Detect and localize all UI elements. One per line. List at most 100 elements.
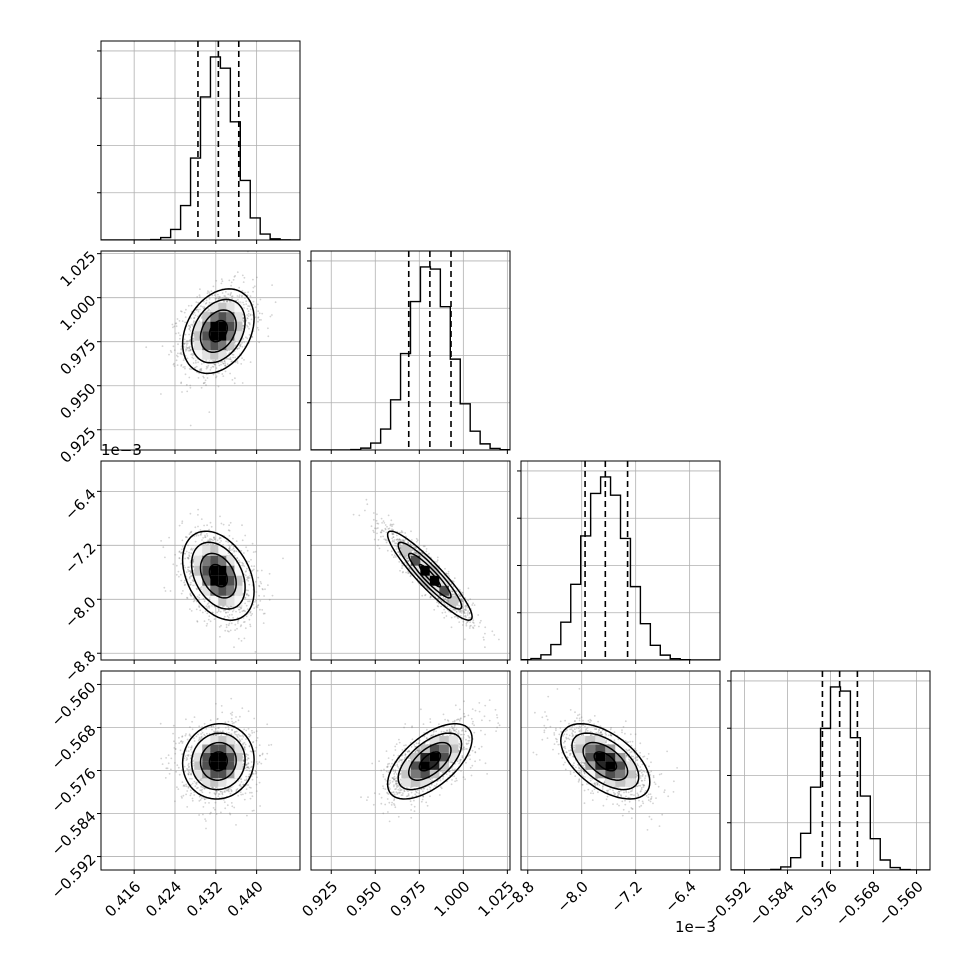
scatter-point	[197, 301, 200, 304]
scatter-point	[186, 738, 189, 741]
scatter-point	[197, 534, 200, 537]
scatter-point	[262, 612, 265, 615]
scatter-point	[209, 521, 212, 524]
scatter-point	[206, 524, 209, 527]
contour-line-0	[208, 563, 229, 588]
scatter-point	[437, 605, 440, 608]
scatter-point	[175, 354, 178, 357]
scatter-point	[164, 556, 166, 559]
scatter-point	[237, 622, 239, 624]
scatter-point	[373, 538, 376, 541]
scatter-point	[245, 303, 248, 305]
scatter-point	[222, 544, 225, 546]
scatter-point	[247, 710, 250, 713]
scatter-point	[243, 341, 246, 343]
scatter-point	[222, 375, 225, 377]
scatter-point	[162, 546, 165, 549]
scatter-point	[414, 551, 417, 554]
scatter-point	[180, 345, 183, 348]
scatter-point	[445, 615, 448, 617]
scatter-point	[189, 608, 191, 610]
scatter-point	[247, 775, 250, 778]
density-cell	[218, 565, 227, 576]
scatter-point	[377, 544, 379, 547]
scatter-point	[408, 567, 411, 570]
scatter-point	[257, 329, 260, 331]
scatter-point	[198, 320, 201, 322]
scatter-point	[243, 307, 245, 309]
density-cell	[429, 575, 440, 586]
axes-frame	[100, 250, 301, 451]
scatter-point	[396, 538, 398, 541]
scatter-point	[189, 349, 192, 351]
scatter-point	[229, 605, 232, 608]
scatter-point	[196, 308, 198, 311]
scatter-point	[180, 563, 183, 565]
scatter-point	[224, 726, 227, 729]
scatter-point	[189, 512, 192, 515]
scatter-point	[236, 295, 239, 297]
scatter-point	[463, 611, 466, 613]
scatter-point	[190, 574, 193, 577]
scatter-point	[224, 364, 226, 367]
scatter-point	[220, 363, 222, 366]
scatter-point	[399, 545, 401, 547]
panel-2-2	[517, 460, 721, 664]
scatter-point	[213, 363, 216, 365]
scatter-point	[258, 319, 261, 321]
scatter-point	[462, 606, 464, 609]
scatter-point	[197, 525, 199, 528]
scatter-point	[423, 545, 426, 548]
scatter-point	[191, 778, 193, 780]
scatter-point	[164, 590, 167, 592]
scatter-point	[198, 795, 201, 798]
scatter-point	[188, 765, 191, 768]
scatter-point	[480, 619, 482, 622]
scatter-point	[221, 361, 224, 363]
scatter-point	[391, 528, 393, 531]
scatter-point	[229, 356, 232, 359]
scatter-point	[229, 293, 232, 295]
scatter-point	[238, 286, 241, 289]
scatter-point	[282, 557, 284, 560]
scatter-point	[249, 574, 252, 577]
scatter-point	[258, 584, 260, 587]
scatter-point	[241, 294, 243, 297]
scatter-point	[217, 385, 220, 388]
scatter-point	[254, 316, 257, 319]
scatter-point	[223, 609, 225, 612]
scatter-point	[180, 348, 183, 351]
scatter-point	[210, 367, 213, 369]
contour-line-1	[407, 552, 452, 599]
scatter-point	[192, 357, 195, 360]
scatter-point	[200, 534, 202, 536]
scatter-point	[190, 317, 192, 320]
scatter-point	[464, 608, 467, 611]
scatter-point	[246, 549, 249, 552]
scatter-point	[212, 786, 214, 789]
scatter-point	[190, 773, 193, 776]
scatter-point	[230, 295, 233, 298]
scatter-point	[254, 769, 257, 772]
scatter-point	[218, 364, 221, 367]
density-cell	[210, 331, 219, 341]
scatter-point	[259, 754, 261, 757]
scatter-point	[175, 564, 178, 567]
scatter-point	[472, 626, 474, 629]
scatter-point	[462, 612, 465, 615]
scatter-point	[217, 293, 219, 296]
density-cells	[194, 302, 243, 360]
scatter-point	[254, 306, 257, 309]
scatter-point	[378, 547, 381, 550]
scatter-point	[415, 547, 417, 549]
scatter-point	[196, 620, 199, 623]
scatter-point	[236, 627, 238, 630]
scatter-point	[214, 297, 217, 300]
scatter-point	[203, 733, 206, 736]
scatter-point	[252, 603, 255, 606]
scatter-point	[267, 584, 269, 586]
scatter-point	[215, 375, 218, 378]
scatter-point	[405, 571, 407, 574]
scatter-point	[208, 598, 211, 601]
scatter-point	[201, 791, 204, 794]
